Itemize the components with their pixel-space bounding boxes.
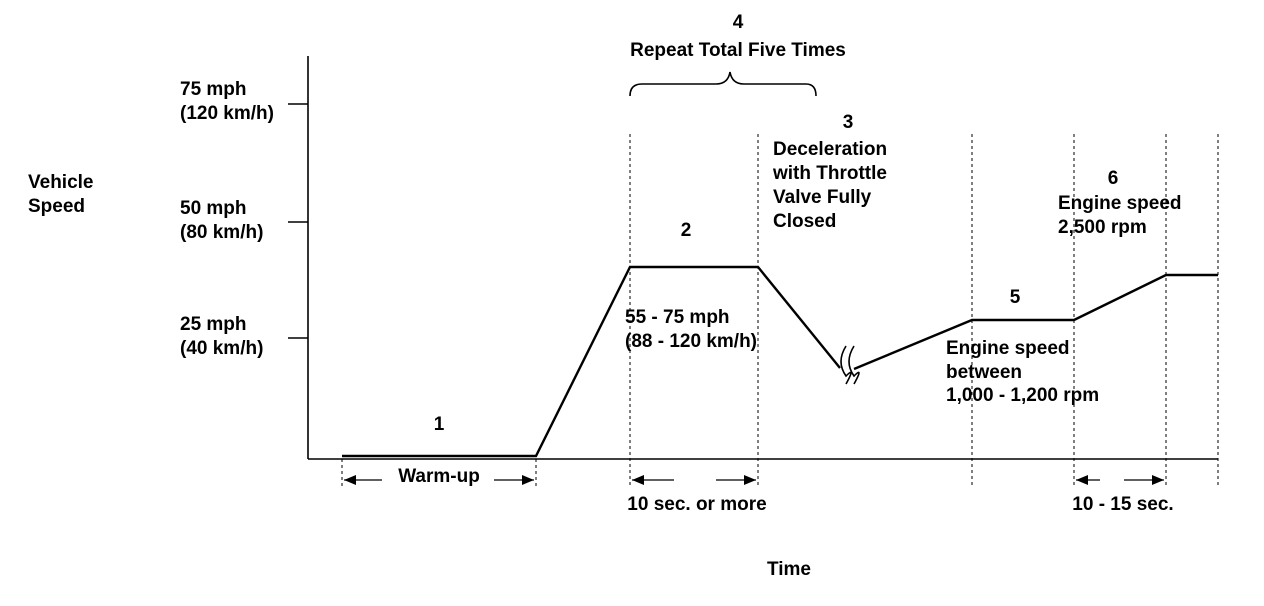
phase-3-line4: Closed	[773, 211, 836, 232]
warmup-arrow-right	[522, 475, 534, 485]
phase-6-line1: Engine speed	[1058, 193, 1182, 214]
y-tick-label-50-kmh: (80 km/h)	[180, 222, 263, 243]
warmup-arrow-left	[344, 475, 356, 485]
speed-profile-segment-1	[342, 265, 841, 458]
phase-2-speed-line1: 55 - 75 mph	[625, 307, 730, 328]
phase6-arrow-right	[1152, 475, 1164, 485]
y-tick-label-75-mph: 75 mph	[180, 79, 247, 100]
speed-profile-segment-2	[853, 273, 1218, 371]
phase2-arrow-right	[744, 475, 756, 485]
phase-4-label: Repeat Total Five Times	[630, 40, 846, 61]
phase-2-duration-label: 10 sec. or more	[627, 494, 766, 515]
phase-3-line3: Valve Fully	[773, 187, 872, 208]
phase-4-number: 4	[733, 12, 744, 33]
repeat-brace	[629, 71, 817, 97]
phase-3-number: 3	[843, 112, 854, 133]
phase-3-line1: Deceleration	[773, 139, 887, 160]
y-axis-label-line1: Vehicle	[28, 172, 94, 193]
phase-6-line2: 2,500 rpm	[1058, 217, 1147, 238]
phase-3-line2: with Throttle	[772, 163, 887, 184]
phase-5-number: 5	[1010, 287, 1021, 308]
phase6-arrow-left	[1076, 475, 1088, 485]
break-mark-inner	[848, 345, 860, 385]
y-tick-label-25-mph: 25 mph	[180, 314, 247, 335]
break-mark-outer	[840, 345, 852, 385]
phase-6-duration-label: 10 - 15 sec.	[1072, 494, 1173, 515]
phase-5-line2: between	[946, 362, 1022, 383]
phase-5-line3: 1,000 - 1,200 rpm	[946, 385, 1099, 406]
phase2-arrow-left	[632, 475, 644, 485]
y-tick-label-50-mph: 50 mph	[180, 198, 247, 219]
phase-5-line1: Engine speed	[946, 338, 1070, 359]
phase-2-number: 2	[681, 220, 692, 241]
y-tick-label-25-kmh: (40 km/h)	[180, 338, 263, 359]
y-tick-label-75-kmh: (120 km/h)	[180, 103, 274, 124]
phase-6-number: 6	[1108, 168, 1119, 189]
y-axis-label-line2: Speed	[28, 196, 85, 217]
phase-1-number: 1	[434, 414, 445, 435]
phase-2-speed-line2: (88 - 120 km/h)	[625, 331, 757, 352]
x-axis-label: Time	[767, 559, 811, 580]
warmup-label: Warm-up	[398, 466, 480, 487]
